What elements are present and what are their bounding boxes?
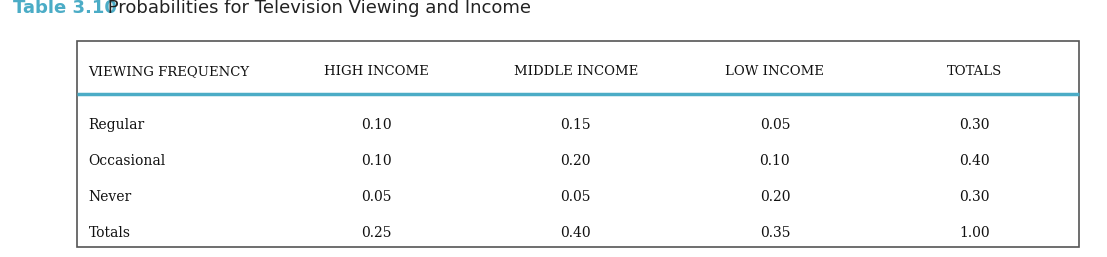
Text: 0.30: 0.30 xyxy=(959,190,990,204)
Text: Never: Never xyxy=(89,190,132,204)
Text: 0.05: 0.05 xyxy=(560,190,591,204)
Text: 0.40: 0.40 xyxy=(560,226,591,240)
Text: Totals: Totals xyxy=(89,226,131,240)
Text: Regular: Regular xyxy=(89,118,145,132)
Text: 0.20: 0.20 xyxy=(560,154,591,168)
Text: 0.05: 0.05 xyxy=(759,118,790,132)
Text: MIDDLE INCOME: MIDDLE INCOME xyxy=(514,66,638,78)
Text: 0.30: 0.30 xyxy=(959,118,990,132)
Text: 0.20: 0.20 xyxy=(759,190,790,204)
Text: VIEWING FREQUENCY: VIEWING FREQUENCY xyxy=(89,66,250,78)
Text: LOW INCOME: LOW INCOME xyxy=(725,66,825,78)
Text: 0.40: 0.40 xyxy=(959,154,990,168)
Text: 1.00: 1.00 xyxy=(959,226,990,240)
Text: Occasional: Occasional xyxy=(89,154,166,168)
Text: 0.10: 0.10 xyxy=(361,118,392,132)
Text: Table 3.10: Table 3.10 xyxy=(13,0,117,17)
Text: Probabilities for Television Viewing and Income: Probabilities for Television Viewing and… xyxy=(102,0,531,17)
Text: 0.15: 0.15 xyxy=(560,118,591,132)
Text: 0.35: 0.35 xyxy=(759,226,790,240)
Text: 0.05: 0.05 xyxy=(361,190,392,204)
Text: TOTALS: TOTALS xyxy=(946,66,1002,78)
Text: HIGH INCOME: HIGH INCOME xyxy=(324,66,428,78)
Text: 0.25: 0.25 xyxy=(361,226,392,240)
Text: 0.10: 0.10 xyxy=(759,154,790,168)
FancyBboxPatch shape xyxy=(77,41,1079,247)
Text: 0.10: 0.10 xyxy=(361,154,392,168)
